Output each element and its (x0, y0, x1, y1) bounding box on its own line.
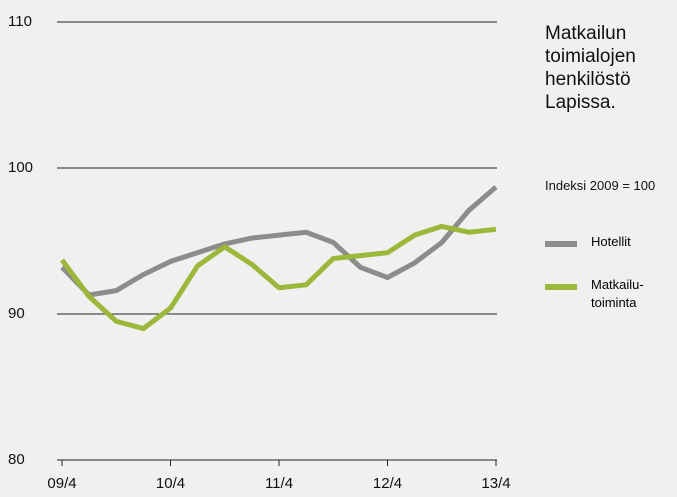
legend-swatch (545, 241, 577, 247)
y-tick-label: 90 (8, 305, 25, 322)
y-tick-label: 100 (8, 159, 33, 176)
y-tick-label: 80 (8, 451, 25, 468)
x-tick-label: 11/4 (265, 475, 293, 492)
series-line (60, 185, 498, 298)
legend-label: Hotellit (591, 234, 631, 249)
x-tick-label: 09/4 (47, 475, 76, 492)
x-tick-label: 13/4 (481, 475, 510, 492)
legend-item: Hotellit (545, 233, 677, 273)
chart-title: Matkailun toimialojen henkilöstö Lapissa… (545, 23, 636, 113)
legend-item: Matkailu-toiminta (545, 276, 677, 316)
legend-label: Matkailu-toiminta (591, 277, 644, 310)
x-tick-label: 12/4 (373, 475, 402, 492)
subtitle: Indeksi 2009 = 100 (545, 178, 656, 193)
x-tick-label: 10/4 (156, 475, 185, 492)
y-tick-label: 110 (8, 13, 32, 30)
legend-swatch (545, 284, 577, 290)
series-line (59, 223, 497, 332)
